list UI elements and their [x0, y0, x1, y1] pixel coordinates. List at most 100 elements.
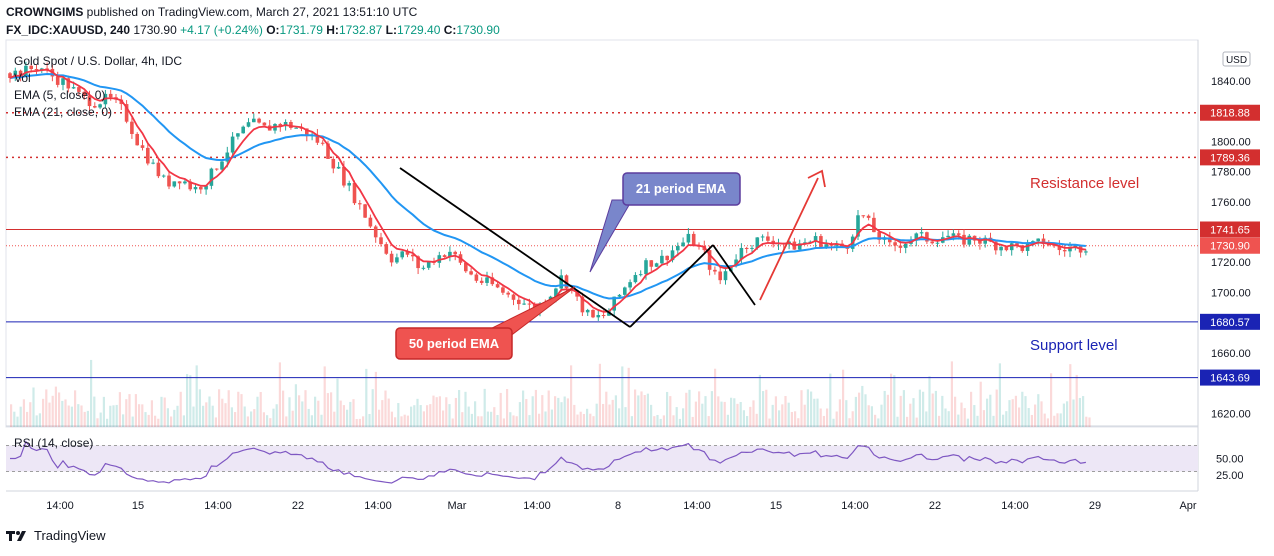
volume-bar	[394, 417, 397, 427]
currency-badge-text: USD	[1226, 55, 1247, 66]
volume-bar	[147, 414, 150, 427]
candle-body	[819, 236, 823, 247]
support-price-tag	[1200, 369, 1260, 386]
volume-bar	[352, 399, 355, 427]
volume-bar	[358, 418, 361, 427]
volume-bar	[733, 398, 736, 427]
candle-body	[676, 246, 680, 251]
volume-bar	[966, 418, 969, 427]
volume-bar	[64, 399, 67, 427]
volume-bar	[237, 391, 240, 427]
volume-bar	[323, 366, 326, 427]
candle-body	[1009, 243, 1014, 251]
volume-bar	[640, 391, 643, 427]
volume-bar	[426, 405, 429, 427]
ema21-callout-text: 21 period EMA	[636, 181, 727, 196]
volume-bar	[1066, 401, 1069, 427]
candle-body	[289, 122, 293, 128]
volume-bar	[374, 371, 377, 427]
volume-bar	[378, 409, 381, 427]
publisher-name: CROWNGIMS	[6, 5, 84, 19]
volume-bar	[74, 390, 77, 427]
volume-bar	[1037, 394, 1040, 427]
volume-bar	[115, 404, 118, 427]
volume-bar	[419, 405, 422, 427]
volume-bar	[566, 398, 569, 427]
volume-bar	[637, 395, 640, 427]
volume-bar	[835, 411, 838, 427]
volume-bar	[266, 415, 269, 427]
high-label: H:	[326, 23, 339, 37]
volume-bar	[454, 397, 457, 427]
volume-bar	[848, 418, 851, 427]
time-tick-label: 22	[929, 500, 941, 512]
volume-bar	[694, 401, 697, 427]
volume-bar	[995, 389, 998, 427]
volume-bar	[976, 415, 979, 427]
volume-bar	[192, 406, 195, 427]
volume-bar	[429, 404, 432, 427]
volume-bar	[70, 406, 73, 427]
volume-bar	[390, 411, 393, 427]
volume-bar	[109, 405, 112, 427]
volume-bar	[989, 394, 992, 427]
candle-body	[336, 166, 341, 169]
candle-body	[1062, 250, 1067, 252]
candle-body	[77, 87, 81, 92]
volume-bar	[19, 406, 22, 427]
candle-body	[18, 70, 23, 77]
volume-bar	[240, 394, 243, 427]
volume-bar	[755, 413, 758, 427]
volume-bar	[794, 411, 797, 427]
volume-bar	[784, 395, 787, 427]
resistance-price-tag	[1200, 149, 1260, 166]
candle-body	[379, 237, 383, 245]
volume-bar	[275, 404, 278, 427]
volume-bar	[253, 409, 256, 427]
candle-body	[331, 158, 336, 169]
volume-bar	[768, 418, 771, 427]
volume-bar	[931, 393, 934, 427]
candle-body	[55, 76, 60, 85]
candle-body	[930, 241, 934, 244]
candle-body	[373, 226, 378, 238]
volume-bar	[1075, 374, 1078, 427]
candle-body	[660, 255, 664, 264]
volume-bar	[294, 384, 297, 427]
volume-bar	[707, 416, 710, 427]
resistance-price-tag	[1200, 104, 1260, 121]
footer-brand[interactable]: TradingView	[6, 528, 106, 543]
resistance-price-tag-text: 1818.88	[1210, 108, 1250, 120]
volume-bar	[234, 412, 237, 427]
candle-body	[448, 251, 452, 257]
volume-bar	[502, 418, 505, 427]
volume-bar	[691, 416, 694, 427]
volume-bar	[877, 418, 880, 427]
volume-bar	[886, 394, 889, 427]
candle-body	[257, 118, 261, 123]
volume-bar	[810, 391, 813, 427]
volume-bar	[211, 405, 214, 427]
candle-body	[34, 68, 39, 71]
volume-bar	[250, 411, 253, 427]
volume-bar	[403, 414, 406, 427]
candle-body	[1041, 238, 1046, 245]
volume-bar	[496, 414, 499, 427]
volume-bar	[58, 392, 61, 427]
candle-body	[220, 161, 224, 170]
volume-bar	[38, 413, 41, 427]
volume-bar	[1011, 399, 1014, 427]
volume-bar	[381, 400, 384, 427]
volume-bar	[534, 389, 537, 427]
volume-bar	[742, 410, 745, 427]
candle-body	[464, 262, 468, 272]
volume-bar	[528, 415, 531, 427]
candle-body	[426, 261, 431, 268]
volume-bar	[614, 395, 617, 427]
candle-body	[368, 217, 373, 227]
candle-body	[151, 162, 155, 164]
price-change: +4.17 (+0.24%)	[180, 23, 263, 37]
candle-body	[326, 143, 330, 159]
volume-bar	[646, 393, 649, 427]
